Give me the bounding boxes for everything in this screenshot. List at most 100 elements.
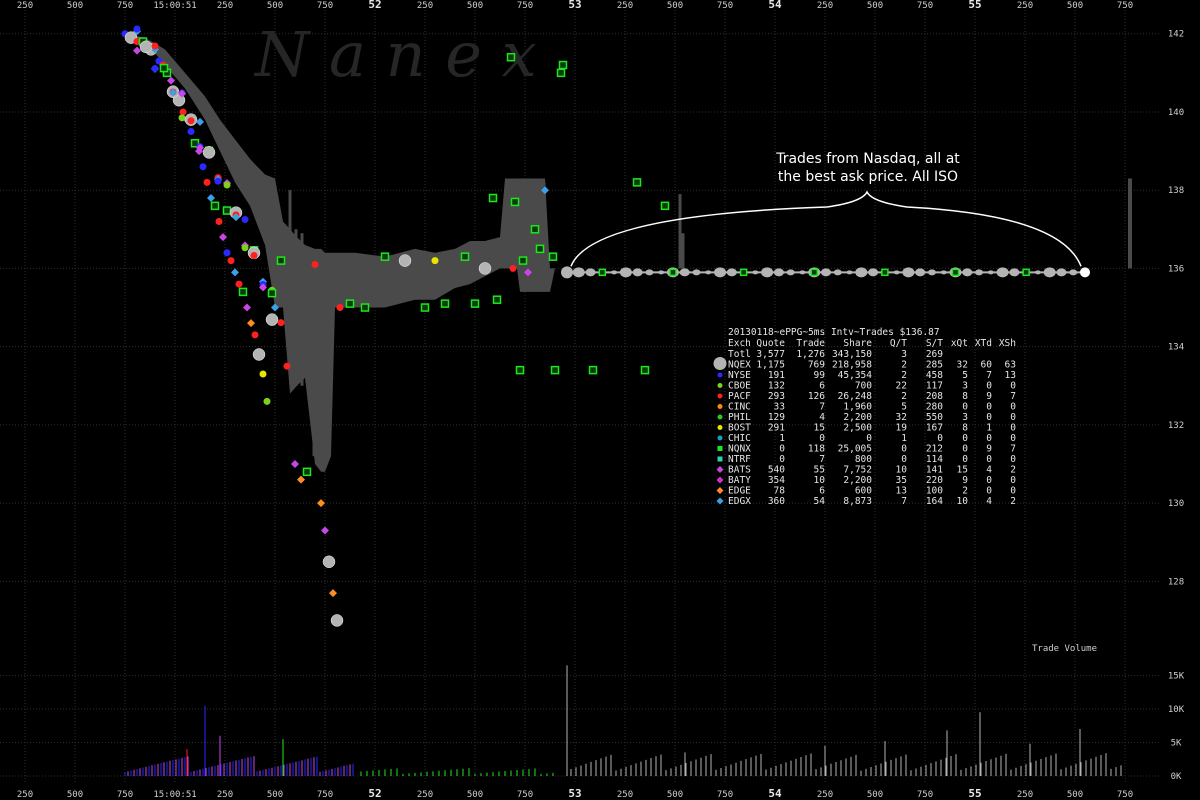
- table-cell: 117: [926, 381, 943, 392]
- spread-spike: [294, 229, 298, 367]
- y-tick-label: 142: [1168, 30, 1184, 40]
- trade-point: [187, 117, 195, 125]
- table-cell: 0: [1010, 433, 1016, 444]
- table-cell: 33: [774, 402, 785, 413]
- trade-point: [151, 64, 159, 72]
- nasdaq-trade: [598, 268, 607, 277]
- trade-point: [632, 178, 642, 187]
- trade-point: [263, 397, 271, 405]
- nasdaq-trade: [739, 268, 748, 277]
- x-tick-label: 54: [768, 0, 782, 11]
- x-tick-label: 250: [617, 1, 633, 11]
- x-tick-label: 500: [267, 790, 283, 800]
- table-cell: 212: [926, 444, 943, 455]
- trade-point: [510, 197, 520, 207]
- table-cell: 4: [819, 412, 825, 423]
- table-cell: 10: [957, 496, 969, 507]
- x-tick-label: 55: [968, 787, 981, 800]
- table-cell: 78: [774, 486, 786, 497]
- trade-point: [558, 60, 568, 70]
- trade-point: [243, 303, 251, 312]
- volume-tick-label: 5K: [1171, 738, 1182, 748]
- table-cell: 0: [1010, 475, 1016, 486]
- table-cell: 54: [814, 496, 826, 507]
- table-cell: 208: [926, 391, 943, 402]
- table-cell: 132: [768, 381, 785, 392]
- x-tick-label: 750: [1117, 790, 1133, 800]
- legend-marker: [717, 425, 723, 430]
- table-cell: 293: [768, 391, 785, 402]
- table-cell: 167: [926, 423, 943, 434]
- table-cell: 2: [901, 370, 907, 381]
- trade-point: [190, 139, 200, 148]
- table-cell: 99: [814, 370, 826, 381]
- nanex-watermark: N a n e x: [253, 18, 537, 91]
- legend-marker: [716, 466, 724, 473]
- table-cell: 0: [1010, 402, 1016, 413]
- trade-point: [478, 262, 492, 275]
- trade-point: [133, 25, 141, 33]
- trade-point: [506, 52, 516, 62]
- x-tick-label: 750: [917, 790, 933, 800]
- nasdaq-trade: [705, 270, 712, 275]
- nasdaq-trade: [1080, 267, 1090, 278]
- exchange-table: 20130118~ePPG~5ms Intv~Trades $136.87Exc…: [713, 327, 1016, 507]
- x-tick-label: 750: [1117, 1, 1133, 11]
- table-cell: 0: [1010, 454, 1016, 465]
- nasdaq-trade: [611, 270, 618, 275]
- spread-spike: [681, 233, 685, 269]
- trade-point: [223, 249, 231, 257]
- nasdaq-trade: [669, 268, 677, 277]
- table-cell: 10: [814, 475, 826, 486]
- trade-point: [420, 303, 430, 312]
- table-cell: 3: [962, 381, 968, 392]
- y-tick-label: 128: [1168, 577, 1184, 587]
- trade-point: [199, 163, 207, 171]
- table-cell: 0: [962, 454, 968, 465]
- table-cell: 269: [926, 349, 943, 360]
- table-cell: 100: [926, 486, 943, 497]
- table-header: S/T: [926, 338, 943, 349]
- table-cell: BATY: [728, 475, 751, 486]
- table-cell: 141: [926, 465, 943, 476]
- trade-markers: [121, 25, 670, 627]
- trade-point: [203, 178, 211, 186]
- x-tick-label: 54: [768, 787, 782, 800]
- table-cell: 8: [962, 391, 968, 402]
- table-cell: 0: [1010, 381, 1016, 392]
- table-cell: 13: [1005, 370, 1016, 381]
- table-cell: CINC: [728, 402, 751, 413]
- trade-point: [271, 303, 279, 312]
- table-cell: 1,960: [843, 402, 872, 413]
- x-tick-label: 52: [368, 0, 381, 11]
- nasdaq-trade: [833, 269, 842, 276]
- table-cell: 600: [855, 486, 872, 497]
- table-cell: 285: [926, 360, 943, 371]
- table-cell: 9: [962, 475, 968, 486]
- nasdaq-trade: [619, 267, 632, 278]
- x-tick-label: 250: [417, 790, 433, 800]
- table-cell: 0: [819, 433, 825, 444]
- volume-label: Trade Volume: [1032, 644, 1097, 654]
- trade-point: [265, 313, 279, 326]
- table-cell: 2: [1010, 465, 1016, 476]
- y-tick-label: 138: [1168, 186, 1184, 196]
- x-tick-label: 500: [67, 1, 83, 11]
- table-cell: 0: [986, 402, 992, 413]
- x-tick-label: 500: [467, 1, 483, 11]
- nasdaq-trade: [692, 269, 701, 276]
- table-cell: 291: [768, 423, 785, 434]
- x-tick-label: 55: [968, 0, 981, 11]
- table-cell: 7: [1010, 444, 1016, 455]
- table-cell: 26,248: [838, 391, 873, 402]
- nasdaq-trade: [1056, 268, 1067, 277]
- trade-point: [231, 268, 239, 277]
- trade-point: [238, 287, 248, 297]
- table-cell: 0: [1010, 412, 1016, 423]
- table-cell: NTRF: [728, 454, 751, 465]
- table-cell: 1: [986, 423, 992, 434]
- trade-point: [488, 193, 498, 203]
- trade-point: [167, 76, 175, 85]
- trade-point: [215, 217, 223, 225]
- x-tick-label: 250: [817, 790, 833, 800]
